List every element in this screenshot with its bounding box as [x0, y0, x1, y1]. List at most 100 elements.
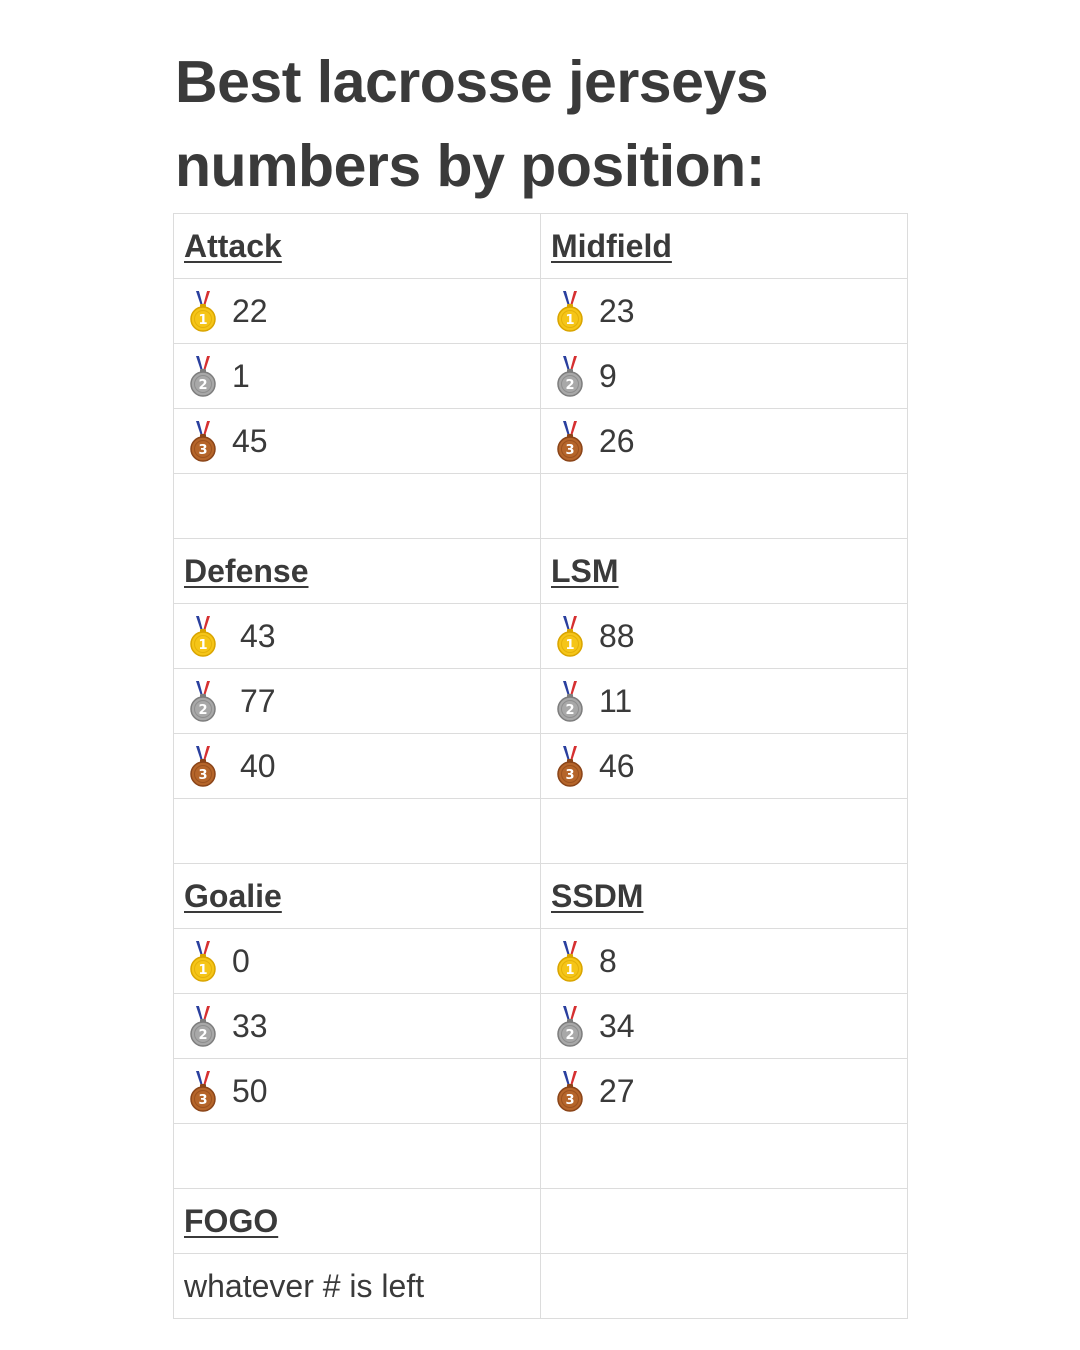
- gold-medal-icon: 1: [555, 290, 585, 332]
- gold-medal-icon: 1: [188, 615, 218, 657]
- table-cell: FOGO: [173, 1188, 541, 1254]
- bronze-medal-icon: 3: [555, 1070, 585, 1112]
- midfield-second-number: 9: [599, 357, 617, 394]
- table-row-spacer: [173, 473, 908, 539]
- gold-medal-icon: 1: [555, 940, 585, 982]
- empty-cell: [173, 473, 541, 539]
- table-cell: 1 43: [173, 603, 541, 669]
- lsm-third-number: 46: [599, 747, 635, 784]
- goalie-second-number: 33: [232, 1007, 268, 1044]
- svg-text:2: 2: [198, 378, 207, 393]
- silver-medal-icon: 2: [555, 1005, 585, 1047]
- table-cell: 3 45: [173, 408, 541, 474]
- empty-cell: [540, 798, 908, 864]
- table-cell: 2 33: [173, 993, 541, 1059]
- table-cell: SSDM: [540, 863, 908, 929]
- table-cell: 3 27: [540, 1058, 908, 1124]
- svg-text:1: 1: [198, 313, 207, 328]
- svg-text:1: 1: [198, 963, 207, 978]
- position-heading-defense: Defense: [184, 552, 309, 589]
- ssdm-third-number: 27: [599, 1072, 635, 1109]
- table-cell: 3 40: [173, 733, 541, 799]
- bronze-medal-icon: 3: [555, 420, 585, 462]
- table-cell: 2 77: [173, 668, 541, 734]
- table-row: 3 45 3 26: [173, 408, 908, 474]
- fogo-note: whatever # is left: [184, 1267, 425, 1304]
- table-cell: Defense: [173, 538, 541, 604]
- silver-medal-icon: 2: [555, 355, 585, 397]
- table-row: 1 22 1 23: [173, 278, 908, 344]
- table-cell: Midfield: [540, 213, 908, 279]
- svg-text:2: 2: [198, 1028, 207, 1043]
- table-row: Defense LSM: [173, 538, 908, 604]
- bronze-medal-icon: 3: [188, 420, 218, 462]
- table-cell: 2 34: [540, 993, 908, 1059]
- table-row: 1 43 1 88: [173, 603, 908, 669]
- table-row: 2 33 2 34: [173, 993, 908, 1059]
- table-row: Attack Midfield: [173, 213, 908, 279]
- bronze-medal-icon: 3: [555, 745, 585, 787]
- table-row-spacer: [173, 1123, 908, 1189]
- table-row-spacer: [173, 798, 908, 864]
- lsm-first-number: 88: [599, 617, 635, 654]
- table-cell: 1 22: [173, 278, 541, 344]
- attack-second-number: 1: [232, 357, 250, 394]
- title-line-1: Best lacrosse jerseys: [175, 49, 769, 115]
- gold-medal-icon: 1: [555, 615, 585, 657]
- table-row: 3 40 3 46: [173, 733, 908, 799]
- silver-medal-icon: 2: [188, 680, 218, 722]
- silver-medal-icon: 2: [188, 355, 218, 397]
- silver-medal-icon: 2: [555, 680, 585, 722]
- svg-text:2: 2: [565, 378, 574, 393]
- position-heading-goalie: Goalie: [184, 877, 282, 914]
- table-row: Goalie SSDM: [173, 863, 908, 929]
- bronze-medal-icon: 3: [188, 745, 218, 787]
- svg-text:3: 3: [198, 1093, 207, 1108]
- midfield-first-number: 23: [599, 292, 635, 329]
- page-title: Best lacrosse jerseys numbers by positio…: [175, 40, 935, 208]
- silver-medal-icon: 2: [188, 1005, 218, 1047]
- defense-second-number: 77: [240, 682, 276, 719]
- position-heading-fogo: FOGO: [184, 1202, 279, 1239]
- empty-cell: [540, 1188, 908, 1254]
- ssdm-first-number: 8: [599, 942, 617, 979]
- empty-cell: [173, 1123, 541, 1189]
- table-row: FOGO: [173, 1188, 908, 1254]
- empty-cell: [173, 798, 541, 864]
- goalie-first-number: 0: [232, 942, 250, 979]
- defense-first-number: 43: [240, 617, 276, 654]
- table-cell: Attack: [173, 213, 541, 279]
- table-row: whatever # is left: [173, 1253, 908, 1319]
- svg-text:2: 2: [565, 703, 574, 718]
- table-cell: whatever # is left: [173, 1253, 541, 1319]
- attack-third-number: 45: [232, 422, 268, 459]
- table-cell: Goalie: [173, 863, 541, 929]
- table-cell: 1 88: [540, 603, 908, 669]
- table-cell: 3 46: [540, 733, 908, 799]
- title-line-2: numbers by position:: [175, 133, 765, 199]
- empty-cell: [540, 473, 908, 539]
- svg-text:1: 1: [198, 638, 207, 653]
- position-heading-midfield: Midfield: [551, 227, 672, 264]
- svg-text:3: 3: [198, 443, 207, 458]
- table-cell: LSM: [540, 538, 908, 604]
- midfield-third-number: 26: [599, 422, 635, 459]
- ssdm-second-number: 34: [599, 1007, 635, 1044]
- svg-text:3: 3: [565, 443, 574, 458]
- empty-cell: [540, 1253, 908, 1319]
- table-cell: 3 50: [173, 1058, 541, 1124]
- svg-text:2: 2: [198, 703, 207, 718]
- lsm-second-number: 11: [599, 682, 633, 719]
- svg-text:2: 2: [565, 1028, 574, 1043]
- bronze-medal-icon: 3: [188, 1070, 218, 1112]
- svg-text:1: 1: [565, 313, 574, 328]
- gold-medal-icon: 1: [188, 290, 218, 332]
- table-row: 3 50 3 27: [173, 1058, 908, 1124]
- defense-third-number: 40: [240, 747, 276, 784]
